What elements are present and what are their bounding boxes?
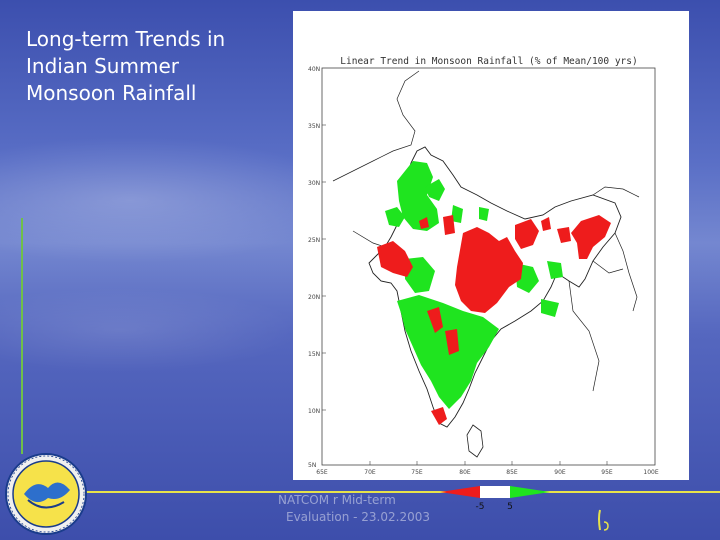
lat-label: 40N (308, 66, 320, 73)
lon-label: 85E (506, 469, 518, 476)
footer-line-2: Evaluation - 23.02.2003 (286, 510, 430, 524)
map-frame (321, 67, 656, 466)
increase-regions (385, 161, 563, 409)
lat-label: 15N (308, 351, 320, 358)
lon-label: 95E (601, 469, 613, 476)
lat-label: 20N (308, 294, 320, 301)
map-title: Linear Trend in Monsoon Rainfall (% of M… (340, 56, 637, 67)
lat-label: 10N (308, 408, 320, 415)
lat-label: 35N (308, 123, 320, 130)
legend-increase-swatch (510, 486, 550, 498)
india-outline (368, 146, 622, 428)
footer-line-1: NATCOM r Mid-term (278, 493, 396, 507)
legend-decrease-swatch (440, 486, 480, 498)
lat-label: 5N (308, 462, 316, 469)
decorative-vertical-line (21, 218, 23, 454)
page-marker-icon (598, 509, 609, 531)
lat-label: 25N (308, 237, 320, 244)
decrease-regions (377, 215, 611, 425)
map-legend: -5 5 (440, 486, 550, 512)
lon-label: 90E (554, 469, 566, 476)
lon-label: 70E (364, 469, 376, 476)
lon-label: 65E (316, 469, 328, 476)
organization-logo (5, 453, 87, 535)
rainfall-trend-map: Linear Trend in Monsoon Rainfall (% of M… (293, 11, 689, 480)
decorative-horizontal-line (80, 491, 720, 493)
lon-label: 80E (459, 469, 471, 476)
slide-title: Long-term Trends in Indian Summer Monsoo… (26, 27, 226, 105)
slide-footer: NATCOM r Mid-term Evaluation - 23.02.200… (278, 492, 458, 526)
legend-low-label: -5 (476, 502, 485, 512)
lon-label: 100E (643, 469, 658, 476)
lon-label: 75E (411, 469, 423, 476)
lat-label: 30N (308, 180, 320, 187)
legend-high-label: 5 (507, 502, 513, 512)
